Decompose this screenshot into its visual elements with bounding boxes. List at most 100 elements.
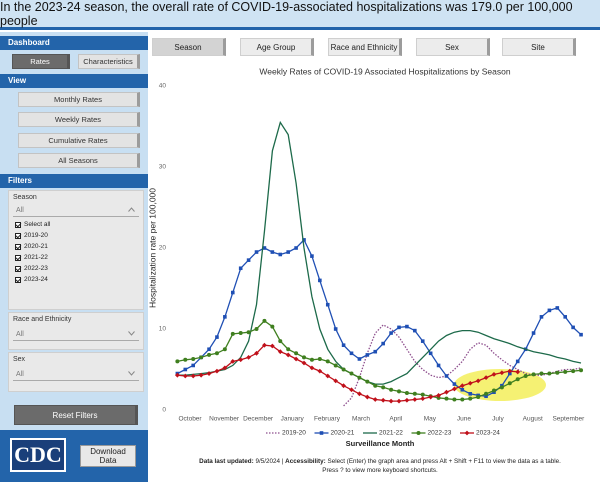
x-tick-label: December bbox=[243, 416, 274, 423]
marker bbox=[389, 387, 394, 392]
marker bbox=[468, 392, 473, 396]
marker bbox=[507, 381, 512, 386]
tab[interactable]: Season bbox=[152, 38, 226, 56]
checkbox[interactable]: Select all bbox=[15, 221, 50, 228]
chevron bbox=[128, 207, 135, 212]
button[interactable]: Characteristics bbox=[78, 54, 140, 69]
marker bbox=[341, 383, 346, 389]
legend-label: 2022-23 bbox=[428, 430, 452, 437]
marker bbox=[238, 331, 243, 336]
marker bbox=[286, 347, 291, 352]
marker bbox=[372, 397, 378, 402]
checkbox[interactable]: 2023-24 bbox=[15, 276, 48, 283]
marker bbox=[413, 328, 417, 333]
footer-text: Select (Enter) the graph area and press … bbox=[327, 458, 561, 465]
button[interactable]: Cumulative Rates bbox=[18, 133, 140, 148]
marker bbox=[357, 357, 362, 361]
marker bbox=[555, 306, 560, 310]
marker bbox=[571, 325, 575, 330]
marker bbox=[428, 351, 433, 356]
button[interactable]: Rates bbox=[12, 54, 70, 69]
marker bbox=[389, 331, 393, 335]
x-tick-label: May bbox=[424, 416, 437, 423]
tab[interactable]: Site bbox=[502, 38, 576, 56]
marker bbox=[270, 324, 275, 329]
marker bbox=[294, 246, 298, 250]
button[interactable]: Weekly Rates bbox=[18, 112, 140, 127]
sidebar: Dashboard Rates Characteristics View Mon… bbox=[0, 32, 148, 482]
marker bbox=[452, 382, 457, 386]
footer: Data last updated: 9/5/2024 | Accessibil… bbox=[170, 457, 590, 475]
marker bbox=[325, 302, 330, 307]
section-header: Dashboard bbox=[0, 36, 148, 50]
marker bbox=[207, 347, 211, 352]
marker bbox=[254, 250, 259, 254]
marker bbox=[238, 266, 243, 271]
tab[interactable]: Race and Ethnicity bbox=[328, 38, 402, 56]
marker bbox=[293, 356, 299, 362]
y-tick-label: 40 bbox=[159, 83, 167, 90]
marker bbox=[333, 363, 338, 368]
marker bbox=[302, 355, 307, 360]
section-header: View bbox=[0, 74, 148, 88]
checkbox[interactable]: 2022-23 bbox=[15, 265, 48, 272]
marker bbox=[491, 371, 497, 377]
marker bbox=[499, 370, 505, 376]
dropdown[interactable]: All bbox=[13, 368, 139, 381]
marker bbox=[476, 395, 481, 400]
marker bbox=[373, 349, 378, 354]
marker bbox=[294, 351, 299, 356]
checkbox[interactable]: 2019-20 bbox=[15, 232, 48, 239]
footer-text: 9/5/2024 | bbox=[255, 458, 284, 465]
reset-button[interactable]: Reset Filters bbox=[14, 405, 138, 425]
marker bbox=[563, 315, 568, 319]
legend-marker bbox=[319, 431, 324, 435]
marker bbox=[246, 330, 251, 335]
tab[interactable]: Sex bbox=[416, 38, 490, 56]
marker bbox=[539, 371, 544, 376]
dropdown[interactable]: All bbox=[13, 204, 139, 217]
button[interactable]: Monthly Rates bbox=[18, 92, 140, 107]
button[interactable]: All Seasons bbox=[18, 153, 140, 168]
marker bbox=[507, 368, 513, 374]
marker bbox=[230, 331, 235, 336]
marker bbox=[381, 341, 385, 346]
marker bbox=[270, 250, 275, 254]
race-filter: Race and Ethnicity All bbox=[8, 312, 144, 350]
tab[interactable]: Age Group bbox=[240, 38, 314, 56]
marker bbox=[460, 387, 465, 392]
download-button[interactable]: Download Data bbox=[80, 445, 136, 467]
legend-marker bbox=[416, 431, 421, 435]
marker bbox=[191, 363, 196, 368]
banner: In the 2023-24 season, the overall rate … bbox=[0, 0, 600, 30]
series-line bbox=[177, 320, 582, 401]
marker bbox=[262, 342, 267, 348]
marker bbox=[309, 365, 315, 371]
marker bbox=[349, 387, 354, 393]
marker bbox=[246, 258, 251, 262]
footer-label: Accessibility: bbox=[285, 458, 326, 465]
legend-label: 2020-21 bbox=[331, 430, 355, 437]
marker bbox=[206, 371, 212, 376]
checkbox[interactable]: 2021-22 bbox=[15, 254, 48, 261]
marker bbox=[452, 386, 457, 392]
marker bbox=[397, 325, 401, 330]
marker bbox=[230, 290, 235, 295]
season-filter: Season All Select all 2019-20 2020-21 20… bbox=[8, 190, 144, 310]
marker bbox=[318, 278, 322, 283]
marker bbox=[396, 398, 402, 404]
checkbox[interactable]: 2020-21 bbox=[15, 243, 48, 250]
marker bbox=[349, 351, 354, 356]
x-tick-label: October bbox=[178, 416, 202, 423]
dropdown-value: All bbox=[16, 371, 24, 378]
footer-label: Data last updated: bbox=[199, 458, 254, 465]
logo[interactable]: CDC bbox=[10, 438, 66, 472]
marker bbox=[420, 396, 426, 402]
marker bbox=[285, 352, 291, 358]
y-tick-label: 10 bbox=[159, 326, 167, 333]
legend-label: 2021-22 bbox=[379, 430, 403, 437]
marker bbox=[373, 383, 378, 388]
filter-label: Season bbox=[13, 194, 37, 201]
dropdown[interactable]: All bbox=[13, 328, 139, 341]
